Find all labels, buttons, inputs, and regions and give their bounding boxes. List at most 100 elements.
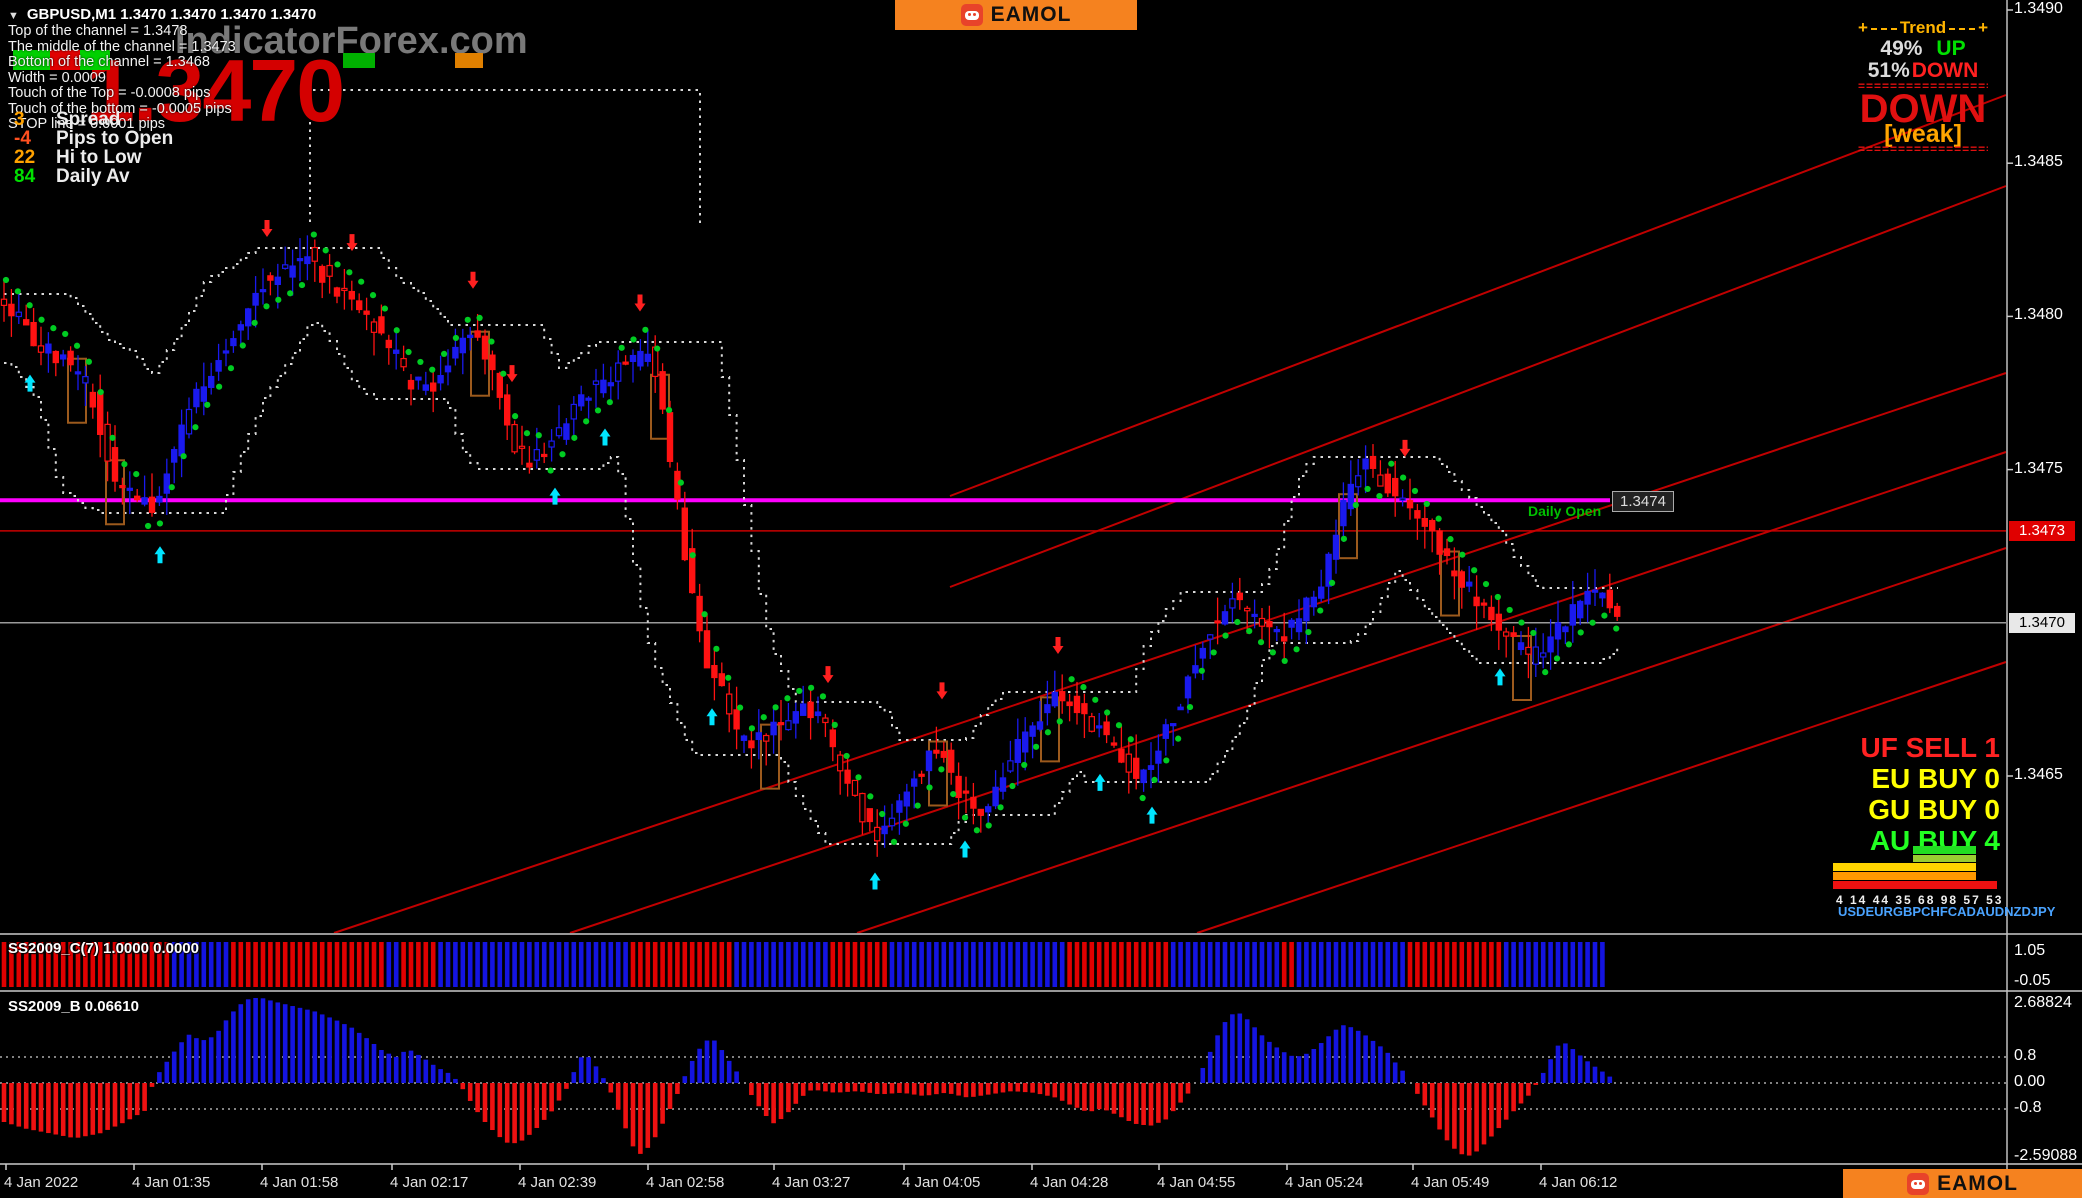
- channel-info-line: The middle of the channel = 1.3473: [8, 38, 236, 55]
- time-axis-label: 4 Jan 02:39: [518, 1174, 597, 1191]
- time-axis-label: 4 Jan 2022: [4, 1174, 79, 1191]
- stat-label: Daily Av: [56, 166, 130, 187]
- strength-bar: [1833, 863, 1976, 871]
- trend-down-row: 51%DOWN: [1867, 59, 1979, 82]
- stat-label: Hi to Low: [56, 147, 142, 168]
- channel-info-line: STOP line = 0.0001 pips: [8, 116, 166, 132]
- sell-arrow-icon: [1052, 637, 1064, 655]
- signal-block: UF SELL 1 EU BUY 0 GU BUY 0 AU BUY 4: [1700, 732, 2000, 856]
- buy-arrow-icon: [869, 872, 881, 890]
- signal-uf: UF SELL 1: [1860, 732, 2000, 763]
- currency-labels: USDEURGBPCHFCADAUDNZDJPY: [1838, 904, 2056, 919]
- buy-arrow-icon: [24, 374, 36, 392]
- price-scale-label: 1.3485: [2014, 153, 2063, 171]
- brand-name: EAMOL: [1937, 1171, 2018, 1195]
- time-axis-label: 4 Jan 03:27: [772, 1174, 851, 1191]
- time-axis-label: 4 Jan 06:12: [1539, 1174, 1618, 1191]
- chevron-down-icon[interactable]: ▼: [8, 10, 19, 22]
- legend-color-box-green-2: [343, 53, 375, 68]
- price-scale-label: 1.05: [2014, 942, 2046, 959]
- price-scale-label: 1.3473: [2009, 520, 2075, 541]
- stat-value: 84: [14, 166, 36, 187]
- time-axis-label: 4 Jan 05:24: [1285, 1174, 1364, 1191]
- top-brand-banner: EAMOL: [895, 0, 1137, 30]
- spread-stats-block: 3 Spread -4 Pips to Open 22 Hi to Low 84 Daily …: [14, 110, 173, 186]
- time-axis-label: 4 Jan 04:28: [1030, 1174, 1109, 1191]
- ss2009b-layer: [0, 998, 2007, 1156]
- price-scale-label: -2.59088: [2014, 1147, 2078, 1164]
- buy-arrow-icon: [549, 487, 561, 505]
- price-scale-label: 1.3480: [2014, 306, 2063, 324]
- strength-bar: [1913, 846, 1976, 854]
- sell-arrow-icon: [261, 220, 273, 238]
- strength-values: 4 14 44 35 68 98 57 53: [1836, 893, 2004, 907]
- strength-bar: [1833, 881, 1997, 889]
- robot-icon: [1907, 1172, 1930, 1195]
- stat-row: 84 Daily Av: [14, 167, 173, 186]
- brand-name: EAMOL: [990, 3, 1072, 26]
- price-scale-label: 0.8: [2014, 1047, 2037, 1064]
- price-scale-label: 1.3490: [2014, 0, 2063, 17]
- trend-up-row: 49% UP: [1880, 37, 1966, 60]
- signal-gu: GU BUY 0: [1868, 794, 2000, 825]
- stat-label: Pips to Open: [56, 128, 174, 149]
- channel-info-line: Top of the channel = 1.3478: [8, 23, 188, 39]
- sell-arrow-icon: [346, 234, 358, 252]
- buy-arrow-icon: [706, 708, 718, 726]
- channel-info-line: Width = 0.0009: [8, 69, 106, 86]
- channel-layer: [4, 89, 1619, 845]
- brown-boxes-layer: [67, 330, 1532, 807]
- stat-row: 3 Spread: [14, 110, 173, 129]
- signal-eu: EU BUY 0: [1871, 763, 2000, 794]
- sell-arrow-icon: [936, 682, 948, 700]
- ss2009b-title: SS2009_B 0.06610: [8, 998, 139, 1015]
- channel-info-line: Touch of the Top = -0.0008 pips: [8, 85, 211, 101]
- time-axis-label: 4 Jan 05:49: [1411, 1174, 1490, 1191]
- price-scale-label: -0.8: [2014, 1099, 2042, 1116]
- channel-info-line: Touch of the bottom = -0.0005 pips: [8, 100, 232, 117]
- channel-info-line: Bottom of the channel = 1.3468: [8, 54, 210, 70]
- trend-title: + Trend +: [1858, 18, 1989, 37]
- strength-bar: [1913, 855, 1976, 862]
- daily-open-price-tag: 1.3474: [1612, 491, 1674, 512]
- separator: ==================: [1858, 82, 1988, 91]
- sell-arrow-icon: [634, 294, 646, 312]
- trend-panel: + Trend + 49% UP 51%DOWN ==================…: [1858, 18, 1988, 154]
- time-axis-label: 4 Jan 02:17: [390, 1174, 469, 1191]
- big-price-watermark: 1.3470: [86, 41, 345, 140]
- sell-arrow-icon: [822, 666, 834, 684]
- buy-arrow-icon: [1494, 668, 1506, 686]
- legend-color-box-red: [50, 50, 80, 70]
- trend-strength: [weak]: [1884, 120, 1962, 148]
- price-scale-label: 1.3465: [2014, 766, 2063, 783]
- robot-icon: [960, 4, 983, 26]
- separator: ==================: [1858, 145, 1988, 154]
- channel-info-block: Top of the channel = 1.3478 The middle of…: [8, 23, 236, 133]
- price-scale-label: -0.05: [2014, 972, 2051, 989]
- stat-value: -4: [14, 128, 31, 149]
- stat-value: 22: [14, 147, 36, 168]
- hlines-layer: [0, 498, 2006, 624]
- sell-arrow-icon: [1399, 439, 1411, 457]
- time-axis-label: 4 Jan 01:35: [132, 1174, 211, 1191]
- ss2009c-title: SS2009_C(7) 1.0000 0.0000: [8, 940, 199, 957]
- sell-arrow-icon: [467, 271, 479, 289]
- stat-row: 22 Hi to Low: [14, 148, 173, 167]
- daily-open-label: Daily Open: [1528, 503, 1602, 519]
- trend-verdict: DOWN: [1859, 87, 1987, 131]
- stat-value: 3: [14, 109, 25, 130]
- buy-arrow-icon: [599, 428, 611, 446]
- sar-dots-layer: [2, 231, 1620, 845]
- symbol-header: ▼ GBPUSD,M1 1.3470 1.3470 1.3470 1.3470: [8, 6, 316, 23]
- time-axis-label: 4 Jan 02:58: [646, 1174, 725, 1191]
- symbol-ohlc: GBPUSD,M1 1.3470 1.3470 1.3470 1.3470: [26, 6, 317, 23]
- buy-arrow-icon: [1146, 806, 1158, 824]
- arrows-layer: [24, 220, 1506, 890]
- candles-layer: [0, 235, 1621, 857]
- price-scale-label: 1.3475: [2014, 459, 2063, 477]
- sell-arrow-icon: [506, 365, 518, 383]
- time-axis-label: 4 Jan 04:55: [1157, 1174, 1236, 1191]
